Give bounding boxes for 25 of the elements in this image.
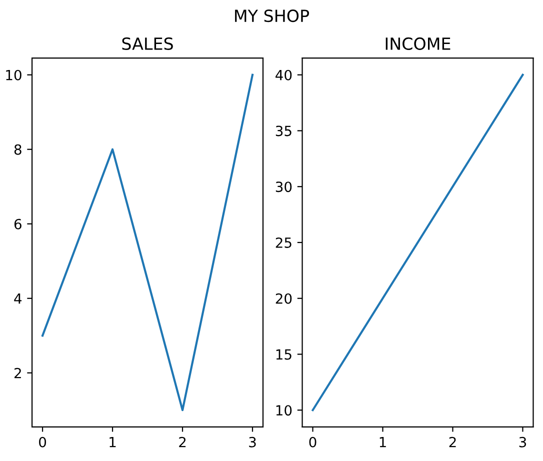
- line-series: [312, 74, 524, 412]
- x-tick-label: 2: [179, 436, 186, 448]
- y-tick-label: 20: [276, 293, 292, 304]
- x-tick-label: 0: [309, 436, 316, 448]
- x-tick-label: 2: [449, 436, 456, 448]
- x-tick-label: 0: [39, 436, 46, 448]
- y-tick-label: 15: [276, 349, 292, 360]
- chart-title: SALES: [122, 37, 173, 50]
- y-tick-label: 6: [14, 218, 22, 230]
- y-tick-label: 4: [14, 294, 22, 304]
- x-tick-label: 1: [110, 437, 116, 448]
- y-tick-label: 10: [276, 405, 292, 416]
- y-tick-label: 10: [6, 70, 22, 80]
- y-tick-label: 40: [276, 70, 292, 80]
- y-tick-label: 35: [276, 126, 292, 136]
- x-tick-label: 3: [519, 436, 526, 448]
- x-tick-label: 1: [380, 437, 386, 448]
- y-tick-label: 8: [14, 144, 22, 155]
- y-tick-label: 2: [14, 368, 21, 378]
- line-series: [41, 74, 254, 412]
- y-tick-label: 25: [276, 237, 292, 248]
- chart-title: INCOME: [386, 37, 450, 50]
- text: MY SHOP: [235, 10, 309, 22]
- x-tick-label: 3: [249, 436, 256, 448]
- y-tick-label: 30: [276, 182, 292, 192]
